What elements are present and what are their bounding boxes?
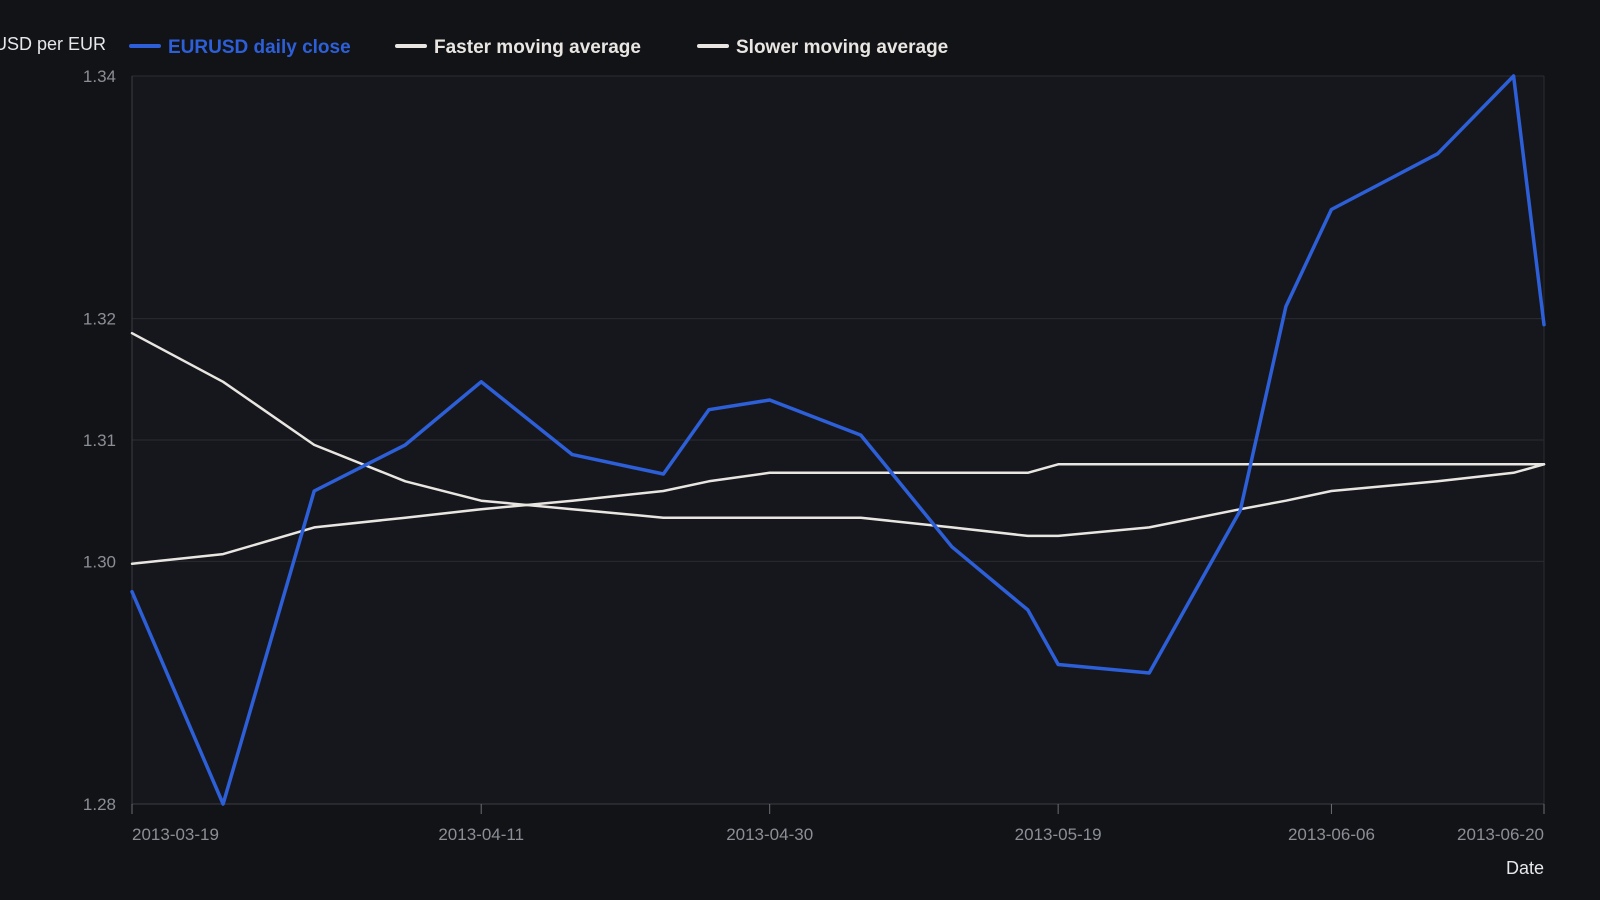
y-tick-label: 1.30 bbox=[83, 552, 116, 571]
legend: EURUSD daily close Faster moving average S… bbox=[129, 37, 948, 58]
x-tick-label: 2013-05-19 bbox=[1015, 825, 1102, 844]
series-line-eurusd-close bbox=[130, 74, 1546, 806]
legend-label: Slower moving average bbox=[736, 37, 948, 58]
x-tick-label: 2013-06-20 bbox=[1457, 825, 1544, 844]
y-tick-label: 1.28 bbox=[83, 795, 116, 814]
x-tick-label: 2013-03-19 bbox=[132, 825, 219, 844]
axes: 1.28 1.30 1.31 1.32 1.34 2013-03-19 2013-04-11… bbox=[83, 67, 1545, 844]
series-lines bbox=[130, 74, 1546, 806]
x-tick-label: 2013-04-30 bbox=[726, 825, 813, 844]
legend-label: EURUSD daily close bbox=[168, 37, 351, 58]
series-line-slower-ma bbox=[130, 463, 1546, 566]
series-line-faster-ma bbox=[130, 331, 1546, 538]
y-tick-label: 1.31 bbox=[83, 431, 116, 450]
x-tick-label: 2013-06-06 bbox=[1288, 825, 1375, 844]
x-axis-title: Date bbox=[1506, 858, 1544, 878]
x-tick-label: 2013-04-11 bbox=[438, 825, 524, 844]
y-tick-label: 1.34 bbox=[83, 67, 116, 86]
legend-label: Faster moving average bbox=[434, 37, 641, 58]
y-axis-title: USD per EUR bbox=[0, 34, 106, 54]
y-tick-label: 1.32 bbox=[83, 310, 116, 329]
